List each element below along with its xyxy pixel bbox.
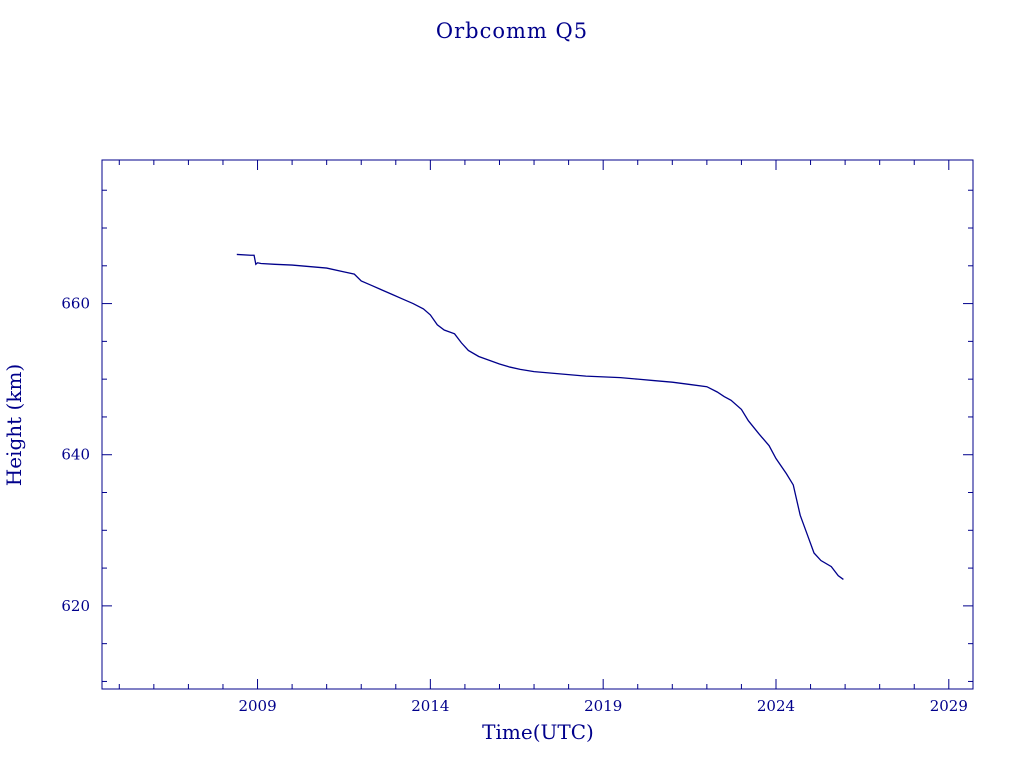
x-tick-label: 2029	[930, 697, 968, 715]
y-axis-label: Height (km)	[2, 364, 26, 486]
x-tick-label: 2019	[584, 697, 622, 715]
chart-title: Orbcomm Q5	[436, 19, 588, 43]
x-tick-label: 2024	[757, 697, 795, 715]
x-axis-ticks	[118, 160, 950, 689]
y-axis-tick-labels: 620 640 660	[61, 295, 90, 615]
x-tick-label: 2009	[238, 697, 276, 715]
x-tick-label: 2014	[411, 697, 449, 715]
y-tick-label: 640	[61, 446, 90, 464]
plot-frame	[101, 159, 974, 690]
y-tick-label: 620	[61, 597, 90, 615]
y-tick-label: 660	[61, 295, 90, 313]
y-axis-ticks	[102, 189, 973, 682]
x-axis-label: Time(UTC)	[482, 720, 594, 744]
height-series-line	[236, 253, 844, 580]
x-axis-tick-labels: 2009 2014 2019 2024 2029	[238, 697, 967, 715]
